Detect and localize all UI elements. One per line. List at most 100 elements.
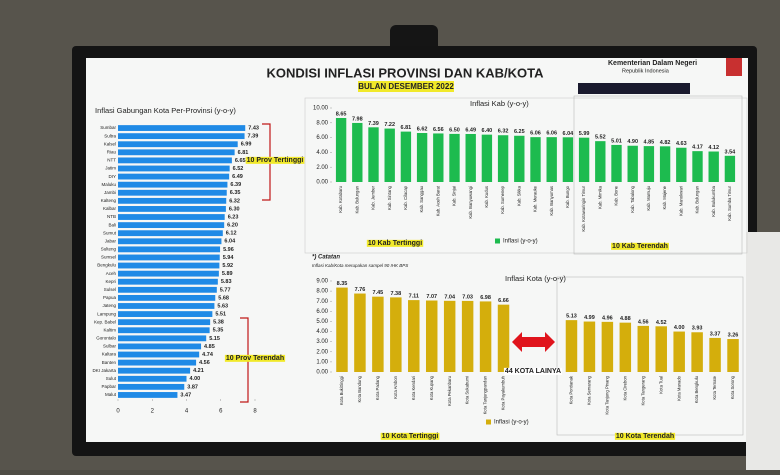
annotation: 10 Kota Terendah — [616, 433, 674, 440]
category-label: Kaltara — [102, 352, 117, 357]
note-title: *) Catatan — [312, 255, 340, 261]
value-label: 5.92 — [222, 263, 233, 269]
value-label: 6.99 — [241, 142, 252, 148]
bar — [118, 383, 185, 390]
y-tick-label: 4.00 — [316, 329, 328, 335]
value-label: 6.32 — [229, 198, 240, 204]
category-label: Sumut — [103, 230, 117, 235]
value-label: 4.90 — [627, 139, 638, 145]
value-label: 6.25 — [514, 129, 525, 135]
value-label: 6.04 — [563, 131, 575, 137]
y-tick-label: 4.00 — [316, 150, 328, 156]
value-label: 4.85 — [204, 344, 215, 350]
bar — [118, 351, 200, 358]
bar — [497, 135, 509, 182]
value-label: 7.43 — [248, 125, 259, 131]
title: KONDISI INFLASI PROVINSI DAN KAB/KOTA — [266, 65, 544, 80]
category-label: Kota Padang — [375, 375, 380, 400]
value-label: 5.15 — [209, 336, 220, 342]
category-label: Kab. Jember — [371, 185, 376, 209]
value-label: 7.98 — [352, 116, 363, 122]
category-label: Kota Bukittinggi — [339, 376, 344, 405]
value-label: 7.04 — [444, 294, 456, 300]
annotation: 10 Kab Tertinggi — [368, 240, 422, 247]
category-label: Aceh — [106, 271, 117, 276]
bar — [118, 286, 217, 293]
value-label: 6.56 — [433, 127, 444, 133]
bar — [118, 238, 222, 245]
logo — [726, 58, 742, 76]
value-label: 5.68 — [218, 295, 229, 301]
bar — [118, 222, 225, 229]
category-label: Kab. Bulungan — [695, 185, 700, 213]
value-label: 5.83 — [221, 279, 232, 285]
bar — [461, 300, 474, 372]
value-label: 6.40 — [482, 128, 493, 134]
bar — [449, 133, 460, 182]
category-label: Lampung — [97, 311, 116, 316]
bar — [118, 343, 202, 350]
bar — [465, 133, 476, 182]
value-label: 4.85 — [644, 140, 655, 146]
category-label: Kota Pekanbaru — [447, 375, 452, 406]
category-label: Sumsel — [101, 255, 116, 260]
annotation-highlight — [611, 242, 669, 250]
category-label: Kep. Babel — [94, 319, 116, 324]
bar — [118, 311, 213, 317]
category-label: Sulbar — [103, 344, 117, 349]
category-label: Kab. Kotawaringin Timur — [581, 185, 586, 231]
category-label: Gorontalo — [96, 336, 116, 341]
category-label: Kota Manado — [676, 375, 681, 401]
value-label: 3.93 — [692, 326, 703, 332]
category-label: DKI Jakarta — [92, 368, 116, 373]
annotation-highlight — [366, 239, 424, 247]
category-label: Kota Bengkulu — [694, 375, 699, 403]
bar — [118, 157, 232, 164]
bar — [408, 300, 420, 372]
panel-kab-low — [573, 95, 743, 255]
bar — [335, 117, 347, 182]
bar — [118, 335, 207, 342]
value-label: 6.62 — [417, 126, 428, 132]
bar — [118, 262, 220, 269]
value-label: 7.07 — [426, 294, 437, 300]
bar — [118, 303, 215, 309]
bar — [118, 181, 228, 188]
panel-kab — [304, 97, 748, 254]
value-label: 4.56 — [638, 319, 649, 325]
bar — [514, 135, 525, 182]
value-label: 4.74 — [202, 352, 214, 358]
legend-swatch — [495, 238, 500, 244]
value-label: 8.65 — [336, 111, 347, 117]
value-label: 6.49 — [465, 127, 476, 133]
bar — [637, 325, 650, 372]
x-tick-label: 2 — [151, 409, 155, 415]
bar — [118, 294, 216, 301]
category-label: Kota Tanjung Pinang — [604, 375, 609, 414]
bar — [118, 375, 187, 382]
annotation-highlight — [245, 156, 305, 164]
value-label: 4.96 — [602, 315, 613, 321]
category-label: Kab. Merauke — [533, 185, 538, 212]
bar — [565, 320, 578, 372]
category-label: Kab. Aceh Barat — [435, 185, 440, 216]
category-label: Jabar — [105, 238, 117, 243]
value-label: 4.63 — [676, 141, 687, 147]
annotation-highlight — [224, 354, 286, 362]
y-tick-label: 3.00 — [316, 339, 328, 345]
bar — [118, 141, 238, 148]
value-label: 5.51 — [215, 312, 226, 318]
category-label: Malut — [105, 392, 117, 397]
subtitle-highlight — [358, 81, 454, 92]
category-label: Kab. Cilacap — [403, 185, 408, 209]
side-object — [746, 232, 780, 470]
bar — [372, 296, 384, 372]
y-tick-label: 10.00 — [313, 106, 329, 112]
value-label: 4.82 — [660, 140, 671, 146]
y-tick-label: 2.00 — [316, 349, 328, 355]
arrow — [512, 332, 555, 352]
bar — [655, 326, 667, 372]
category-label: Kota Kupang — [429, 375, 434, 400]
category-label: Kab. Bungo — [565, 185, 570, 208]
value-label: 5.01 — [611, 138, 622, 144]
